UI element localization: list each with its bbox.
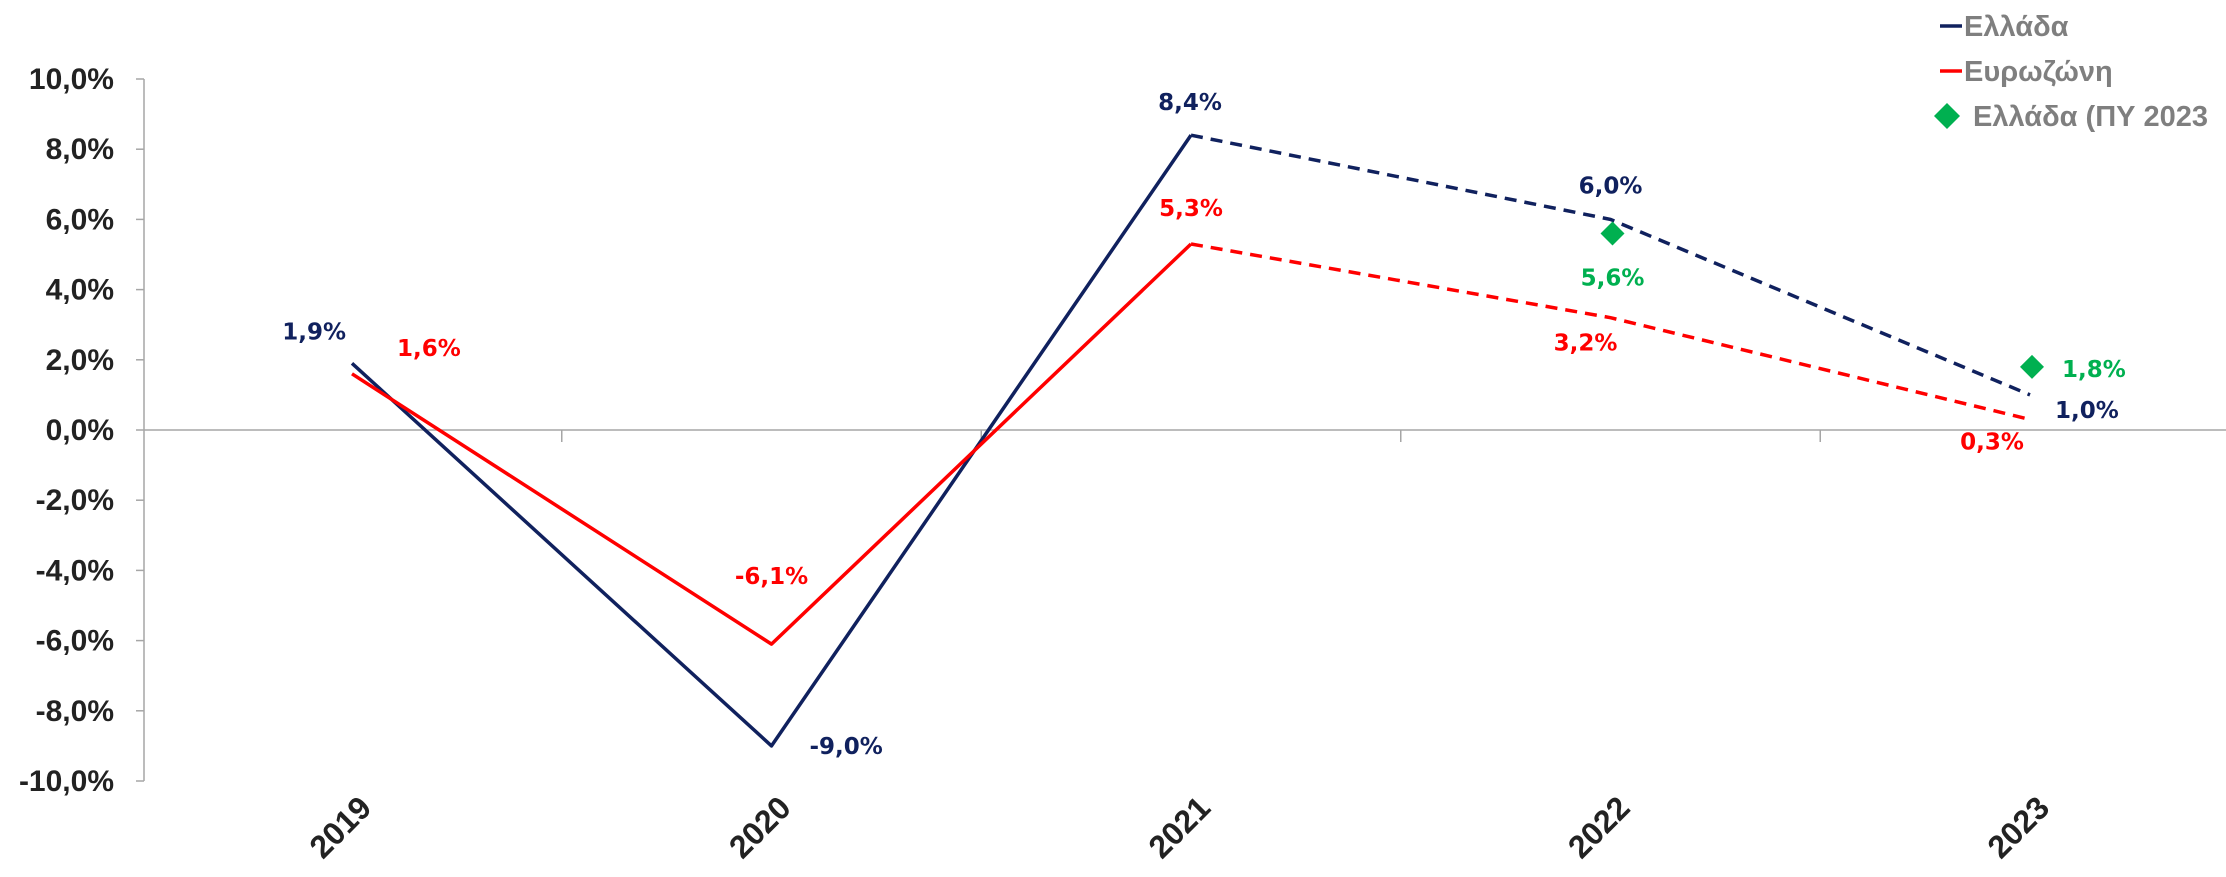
series-line-dashed-1 — [1190, 242, 2031, 422]
series-line-solid-0 — [350, 134, 1193, 748]
series-line-solid-1 — [351, 242, 1193, 646]
legend-label: Ελλάδα (ΠΥ 2023 — [1973, 101, 2208, 133]
x-tick-label: 2020 — [722, 789, 798, 865]
y-tick-label: 4,0% — [46, 274, 114, 307]
data-labels: 1,9% -9,0% 8,4% 6,0% 1,0% 1,6% -6,1% 5,3% 3,2% 0,… — [282, 90, 2126, 760]
x-tick-label: 2023 — [1980, 789, 2056, 865]
data-label: 5,3% — [1159, 196, 1223, 222]
y-tick-label: 10,0% — [29, 63, 114, 96]
data-label: 3,2% — [1554, 331, 1618, 357]
series-lines — [350, 133, 2031, 748]
series-markers — [1600, 221, 2044, 379]
legend-swatch-diamond — [1934, 103, 1960, 129]
y-axis: 10,0% 8,0% 6,0% 4,0% 2,0% 0,0% -2,0% -4,0% -6,0%… — [19, 63, 145, 798]
y-tick-label: -6,0% — [36, 625, 114, 658]
data-label: 1,8% — [2062, 357, 2126, 383]
y-tick-label: -4,0% — [36, 554, 114, 587]
x-tick-label: 2021 — [1141, 789, 1217, 865]
data-label: 6,0% — [1579, 173, 1643, 199]
y-tick-label: -8,0% — [36, 695, 114, 728]
series-line-dashed-0 — [1190, 133, 2031, 397]
data-label: 1,0% — [2055, 398, 2119, 424]
y-tick-label: 2,0% — [46, 344, 114, 377]
x-tick-label: 2019 — [302, 789, 378, 865]
x-axis: 2019 2020 2021 2022 2023 — [144, 429, 2226, 865]
legend: Ελλάδα Ευρωζώνη Ελλάδα (ΠΥ 2023 — [1934, 11, 2208, 133]
legend-label: Ευρωζώνη — [1964, 56, 2113, 88]
y-tick-label: 0,0% — [46, 414, 114, 447]
legend-label: Ελλάδα — [1964, 11, 2069, 43]
diamond-marker — [1600, 221, 1625, 246]
diamond-marker — [2020, 354, 2044, 379]
data-label: -9,0% — [810, 734, 883, 760]
y-tick-label: 6,0% — [46, 203, 114, 236]
data-label: 1,9% — [282, 319, 346, 345]
y-tick-label: -2,0% — [36, 484, 114, 517]
y-tick-label: 8,0% — [46, 133, 114, 166]
data-label: 5,6% — [1581, 265, 1645, 291]
data-label: 0,3% — [1960, 429, 2024, 455]
data-label: -6,1% — [735, 564, 808, 590]
y-tick-label: -10,0% — [19, 765, 114, 798]
x-tick-label: 2022 — [1561, 789, 1637, 865]
data-label: 1,6% — [397, 336, 461, 362]
data-label: 8,4% — [1158, 90, 1222, 116]
